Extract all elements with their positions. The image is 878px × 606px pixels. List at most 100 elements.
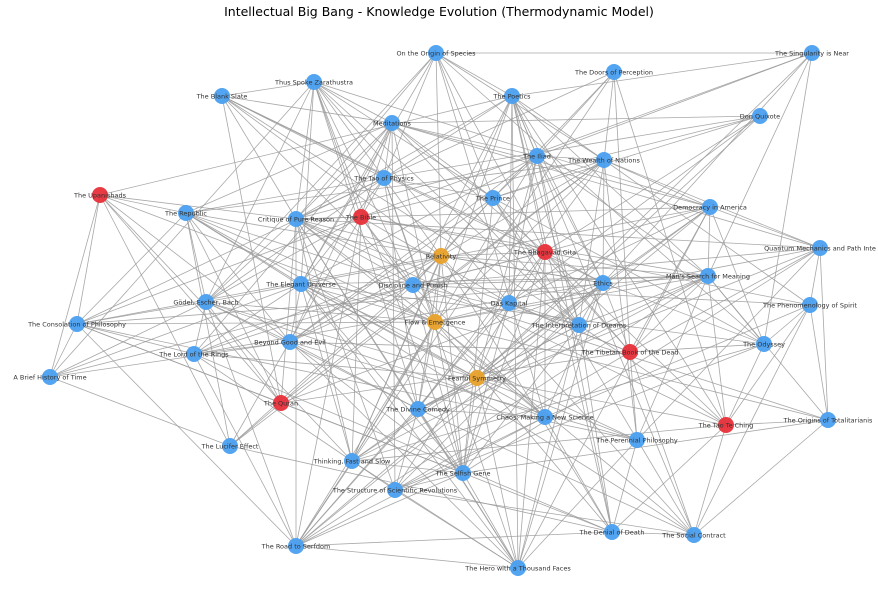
node-iliad[interactable] <box>529 148 545 164</box>
node-doors_perception[interactable] <box>606 64 622 80</box>
edge <box>391 122 546 253</box>
edge <box>435 52 494 199</box>
node-beyond_good_evil[interactable] <box>282 334 298 350</box>
node-brief_history[interactable] <box>42 369 58 385</box>
node-tao_physics[interactable] <box>376 170 392 186</box>
labels-layer: On the Origin of Species The Singularity … <box>13 49 876 572</box>
node-blank_slate[interactable] <box>214 88 230 104</box>
edge <box>185 212 282 404</box>
edge <box>280 402 464 474</box>
node-democracy_america[interactable] <box>702 199 718 215</box>
node-ethics[interactable] <box>595 275 611 291</box>
node-lord_rings[interactable] <box>186 346 202 362</box>
edge <box>725 304 811 426</box>
node-origins_totalitarianism[interactable] <box>820 412 836 428</box>
node-tibetan_dead[interactable] <box>622 344 638 360</box>
node-mans_search[interactable] <box>700 268 716 284</box>
node-thinking_fast[interactable] <box>344 453 360 469</box>
edge <box>492 197 695 536</box>
node-phenomenology[interactable] <box>802 297 818 313</box>
node-road_serfdom[interactable] <box>288 538 304 554</box>
node-republic[interactable] <box>178 205 194 221</box>
node-wealth_nations[interactable] <box>596 152 612 168</box>
edge <box>434 275 709 323</box>
edge <box>578 324 727 426</box>
node-interpretation_dreams[interactable] <box>571 317 587 333</box>
node-quantum[interactable] <box>812 240 828 256</box>
edge <box>462 247 821 474</box>
node-bible[interactable] <box>353 209 369 225</box>
edge <box>295 321 436 547</box>
edge <box>476 377 727 426</box>
edge <box>295 95 513 220</box>
edge <box>300 275 709 285</box>
node-tao_te_ching[interactable] <box>718 417 734 433</box>
node-divine_comedy[interactable] <box>410 401 426 417</box>
node-origin_species[interactable] <box>428 45 444 61</box>
node-don_quixote[interactable] <box>752 108 768 124</box>
edge <box>205 218 297 303</box>
edge <box>193 122 393 355</box>
node-zarathustra[interactable] <box>306 74 322 90</box>
node-label-poetics: The Poetics <box>492 92 531 100</box>
node-label-divine_comedy: The Divine Comedy <box>385 405 450 413</box>
edge <box>602 159 605 284</box>
node-social_contract[interactable] <box>686 527 702 543</box>
edge <box>417 321 436 410</box>
edge <box>351 321 436 462</box>
edge <box>394 489 519 569</box>
edge <box>76 321 436 325</box>
node-relativity[interactable] <box>433 248 449 264</box>
node-label-discipline_punish: Discipline and Punish <box>378 281 447 289</box>
edge <box>417 377 478 410</box>
edge <box>351 275 709 462</box>
edge <box>511 95 709 277</box>
node-meditations[interactable] <box>384 115 400 131</box>
node-upanishads[interactable] <box>92 187 108 203</box>
node-elegant_universe[interactable] <box>293 276 309 292</box>
edge <box>440 251 546 257</box>
node-consolation[interactable] <box>69 316 85 332</box>
node-godel[interactable] <box>198 294 214 310</box>
edge <box>763 304 811 345</box>
edge <box>544 251 727 426</box>
node-hero_faces[interactable] <box>510 560 526 576</box>
node-poetics[interactable] <box>504 88 520 104</box>
edge <box>280 218 297 404</box>
edge <box>763 52 813 345</box>
edge <box>391 122 494 199</box>
node-selfish_gene[interactable] <box>455 465 471 481</box>
edge <box>289 341 519 569</box>
edge <box>383 122 393 179</box>
node-quran[interactable] <box>273 395 289 411</box>
node-das_kapital[interactable] <box>501 295 517 311</box>
node-label-selfish_gene: The Selfish Gene <box>435 469 491 477</box>
edge <box>313 81 385 179</box>
node-lucifer_effect[interactable] <box>222 438 238 454</box>
edge <box>193 353 613 533</box>
node-label-iliad: The Iliad <box>522 152 551 160</box>
edge <box>383 177 494 199</box>
edge <box>221 81 315 97</box>
edge <box>289 283 302 343</box>
edge <box>725 419 829 426</box>
node-perennial[interactable] <box>629 432 645 448</box>
node-denial_death[interactable] <box>604 524 620 540</box>
edge <box>99 194 231 447</box>
edge <box>511 95 605 161</box>
node-odyssey[interactable] <box>756 336 772 352</box>
node-chaos[interactable] <box>537 409 553 425</box>
node-the_prince[interactable] <box>485 190 501 206</box>
node-critique[interactable] <box>288 211 304 227</box>
node-discipline_punish[interactable] <box>405 277 421 293</box>
node-singularity[interactable] <box>804 45 820 61</box>
node-fearful_symmetry[interactable] <box>469 370 485 386</box>
edge <box>360 216 546 253</box>
edge <box>351 377 478 462</box>
edge <box>185 212 478 379</box>
node-structure_revolutions[interactable] <box>387 482 403 498</box>
node-flow_emergence[interactable] <box>427 314 443 330</box>
node-bhagavad_gita[interactable] <box>537 244 553 260</box>
edge <box>394 416 546 491</box>
